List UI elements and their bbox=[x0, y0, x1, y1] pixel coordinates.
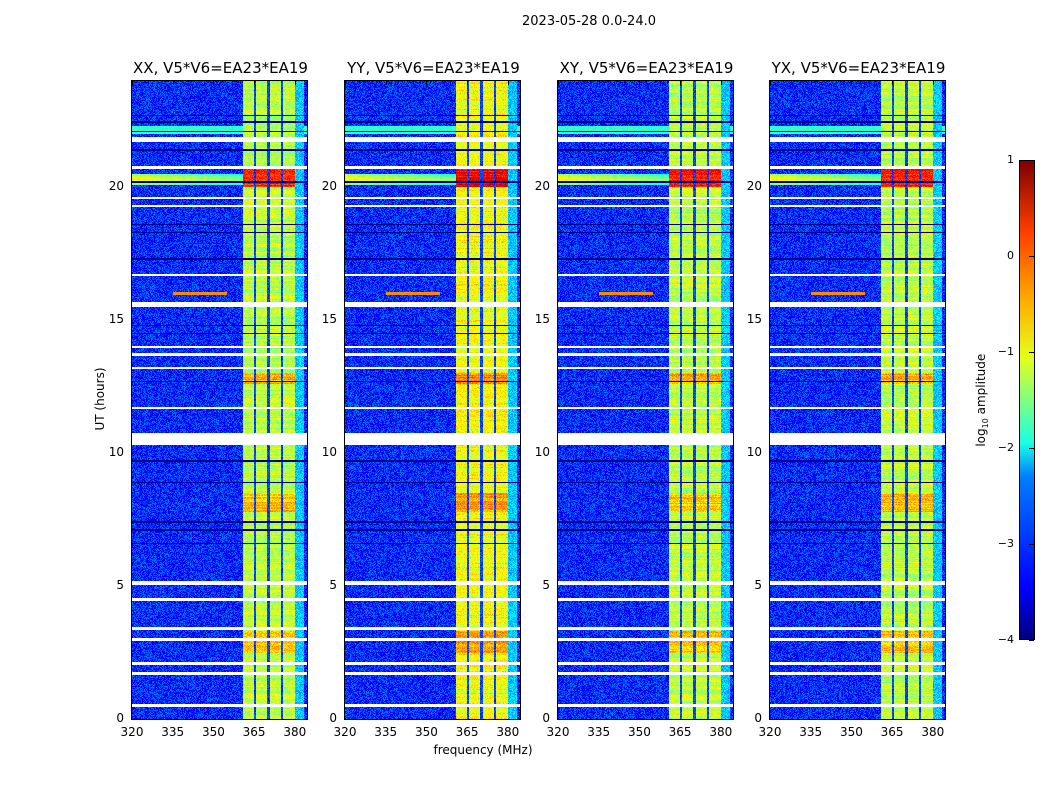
heatmap-panel: YY, V5*V6=EA23*EA19 320 335 350 365 380 0 5 10 15… bbox=[322, 59, 521, 739]
x-tick-label: 320 bbox=[333, 725, 357, 739]
x-tick-label: 380 bbox=[283, 725, 307, 739]
colorbar-tick-mark bbox=[1029, 640, 1034, 641]
colorbar-tick-label: −1 bbox=[997, 345, 1014, 358]
colorbar-tick-label: 0 bbox=[1007, 249, 1014, 262]
y-tick-label: 15 bbox=[746, 312, 762, 327]
x-tick-mark bbox=[345, 81, 346, 85]
x-tick-label: 335 bbox=[161, 725, 185, 739]
y-tick-label: 20 bbox=[108, 179, 124, 194]
x-tick-mark bbox=[467, 81, 469, 85]
x-tick-label: 320 bbox=[120, 725, 144, 739]
x-tick-mark bbox=[172, 81, 174, 85]
figure-title: 2023-05-28 0.0-24.0 bbox=[522, 14, 656, 29]
heatmap-panel: XX, V5*V6=EA23*EA19 320 335 350 365 380 0 5 10 15… bbox=[109, 59, 308, 739]
y-tick-label: 5 bbox=[542, 578, 550, 593]
heatmap-image bbox=[345, 81, 520, 719]
x-tick-label: 350 bbox=[839, 725, 863, 739]
colorbar-tick-mark bbox=[1029, 352, 1034, 353]
x-tick-label: 335 bbox=[374, 725, 398, 739]
colorbar-tick-label: −4 bbox=[997, 633, 1014, 646]
colorbar-tick-label: −2 bbox=[997, 441, 1014, 454]
colorbar-label: log10 amplitude bbox=[973, 353, 991, 447]
x-tick-label: 350 bbox=[414, 725, 438, 739]
y-tick-label: 15 bbox=[534, 312, 550, 327]
x-tick-mark bbox=[294, 81, 296, 85]
x-tick-label: 320 bbox=[546, 725, 570, 739]
x-tick-label: 365 bbox=[242, 725, 266, 739]
colorbar-tick-label: 1 bbox=[1007, 153, 1014, 166]
heatmap-image bbox=[558, 81, 733, 719]
y-tick-label: 5 bbox=[329, 578, 337, 593]
x-tick-label: 335 bbox=[799, 725, 823, 739]
colorbar-tick-mark bbox=[1029, 544, 1034, 545]
x-tick-label: 335 bbox=[587, 725, 611, 739]
panel-title: YX, V5*V6=EA23*EA19 bbox=[771, 59, 946, 77]
y-tick-label: 0 bbox=[754, 711, 762, 725]
x-tick-label: 365 bbox=[668, 725, 692, 739]
x-tick-label: 320 bbox=[758, 725, 782, 739]
x-tick-mark bbox=[639, 81, 641, 85]
y-tick-label: 15 bbox=[321, 312, 337, 327]
x-tick-label: 365 bbox=[455, 725, 479, 739]
panel-title: YY, V5*V6=EA23*EA19 bbox=[347, 59, 520, 77]
x-tick-mark bbox=[932, 81, 934, 85]
x-tick-label: 350 bbox=[627, 725, 651, 739]
y-tick-label: 10 bbox=[746, 445, 762, 460]
y-tick-label: 10 bbox=[534, 445, 550, 460]
heatmap-image bbox=[132, 81, 307, 719]
panel-title: XX, V5*V6=EA23*EA19 bbox=[133, 59, 308, 77]
x-tick-mark bbox=[892, 81, 894, 85]
y-tick-label: 0 bbox=[329, 711, 337, 725]
colorbar bbox=[1019, 160, 1035, 640]
x-axis-label: frequency (MHz) bbox=[433, 743, 533, 757]
y-tick-label: 20 bbox=[746, 179, 762, 194]
colorbar-tick-mark bbox=[1029, 448, 1034, 449]
x-tick-mark bbox=[770, 81, 771, 85]
x-tick-mark bbox=[810, 81, 812, 85]
y-tick-label: 0 bbox=[116, 711, 124, 725]
x-tick-mark bbox=[720, 81, 722, 85]
x-tick-mark bbox=[213, 81, 215, 85]
y-tick-label: 5 bbox=[754, 578, 762, 593]
x-tick-mark bbox=[598, 81, 600, 85]
x-tick-label: 380 bbox=[496, 725, 520, 739]
x-tick-mark bbox=[680, 81, 682, 85]
x-tick-label: 380 bbox=[709, 725, 733, 739]
x-tick-label: 365 bbox=[880, 725, 904, 739]
y-tick-label: 10 bbox=[108, 445, 124, 460]
heatmap-image bbox=[770, 81, 945, 719]
x-tick-mark bbox=[851, 81, 853, 85]
x-tick-mark bbox=[507, 81, 509, 85]
colorbar-tick-mark bbox=[1029, 160, 1034, 161]
heatmap-panel: YX, V5*V6=EA23*EA19 320 335 350 365 380 0 5 10 15… bbox=[747, 59, 946, 739]
y-tick-label: 20 bbox=[321, 179, 337, 194]
y-tick-label: 5 bbox=[116, 578, 124, 593]
x-tick-label: 380 bbox=[921, 725, 945, 739]
heatmap-panel: XY, V5*V6=EA23*EA19 320 335 350 365 380 0 5 10 15… bbox=[535, 59, 734, 739]
x-tick-mark bbox=[385, 81, 387, 85]
x-tick-mark bbox=[558, 81, 559, 85]
colorbar-tick-mark bbox=[1029, 256, 1034, 257]
y-axis-label: UT (hours) bbox=[93, 367, 107, 431]
x-tick-label: 350 bbox=[201, 725, 225, 739]
x-tick-mark bbox=[426, 81, 428, 85]
panel-title: XY, V5*V6=EA23*EA19 bbox=[559, 59, 734, 77]
colorbar-tick-label: −3 bbox=[997, 537, 1014, 550]
x-tick-mark bbox=[132, 81, 133, 85]
y-tick-label: 0 bbox=[542, 711, 550, 725]
y-tick-label: 10 bbox=[321, 445, 337, 460]
y-tick-label: 15 bbox=[108, 312, 124, 327]
y-tick-label: 20 bbox=[534, 179, 550, 194]
x-tick-mark bbox=[254, 81, 256, 85]
